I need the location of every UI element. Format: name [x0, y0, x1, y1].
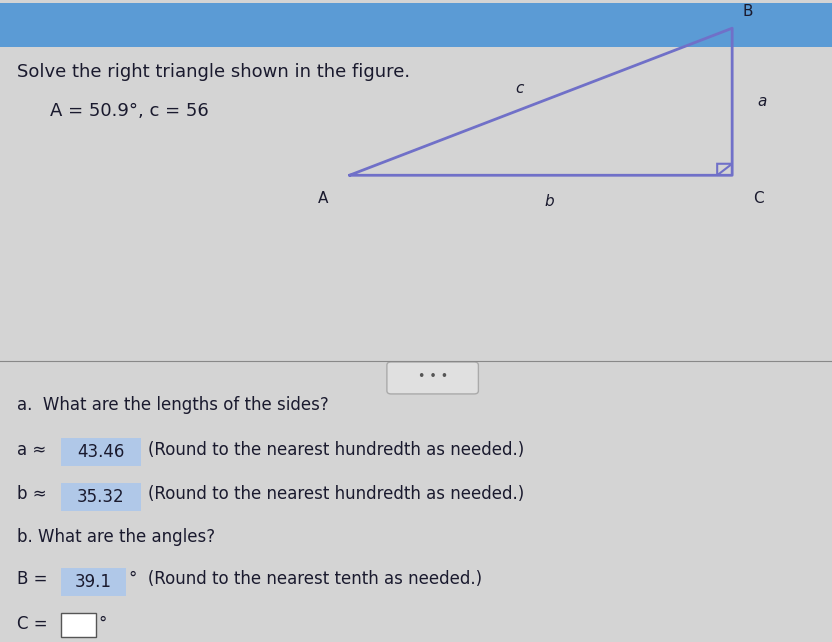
Text: (Round to the nearest hundredth as needed.): (Round to the nearest hundredth as neede… [148, 485, 524, 503]
Text: B: B [742, 4, 753, 19]
Text: C =: C = [17, 615, 47, 633]
Text: A: A [319, 191, 329, 206]
FancyBboxPatch shape [61, 612, 96, 637]
Text: a ≈: a ≈ [17, 440, 46, 458]
FancyBboxPatch shape [0, 3, 832, 48]
Text: °: ° [98, 615, 106, 633]
Text: a.  What are the lengths of the sides?: a. What are the lengths of the sides? [17, 396, 329, 414]
Text: C: C [753, 191, 764, 206]
Text: Solve the right triangle shown in the figure.: Solve the right triangle shown in the fi… [17, 64, 410, 82]
Text: b. What are the angles?: b. What are the angles? [17, 528, 215, 546]
Text: 39.1: 39.1 [75, 573, 112, 591]
Text: B =: B = [17, 570, 47, 588]
Text: a: a [757, 94, 766, 109]
Text: °  (Round to the nearest tenth as needed.): ° (Round to the nearest tenth as needed.… [129, 570, 482, 588]
Text: b ≈: b ≈ [17, 485, 47, 503]
Text: c: c [516, 82, 524, 96]
Text: • • •: • • • [418, 370, 448, 383]
Text: 35.32: 35.32 [77, 488, 125, 506]
Text: (Round to the nearest hundredth as needed.): (Round to the nearest hundredth as neede… [148, 440, 524, 458]
Text: 43.46: 43.46 [77, 443, 124, 461]
FancyBboxPatch shape [61, 483, 141, 511]
FancyBboxPatch shape [387, 362, 478, 394]
FancyBboxPatch shape [61, 438, 141, 466]
Text: b: b [544, 195, 554, 209]
Text: A = 50.9°, c = 56: A = 50.9°, c = 56 [50, 101, 209, 120]
FancyBboxPatch shape [61, 568, 126, 596]
